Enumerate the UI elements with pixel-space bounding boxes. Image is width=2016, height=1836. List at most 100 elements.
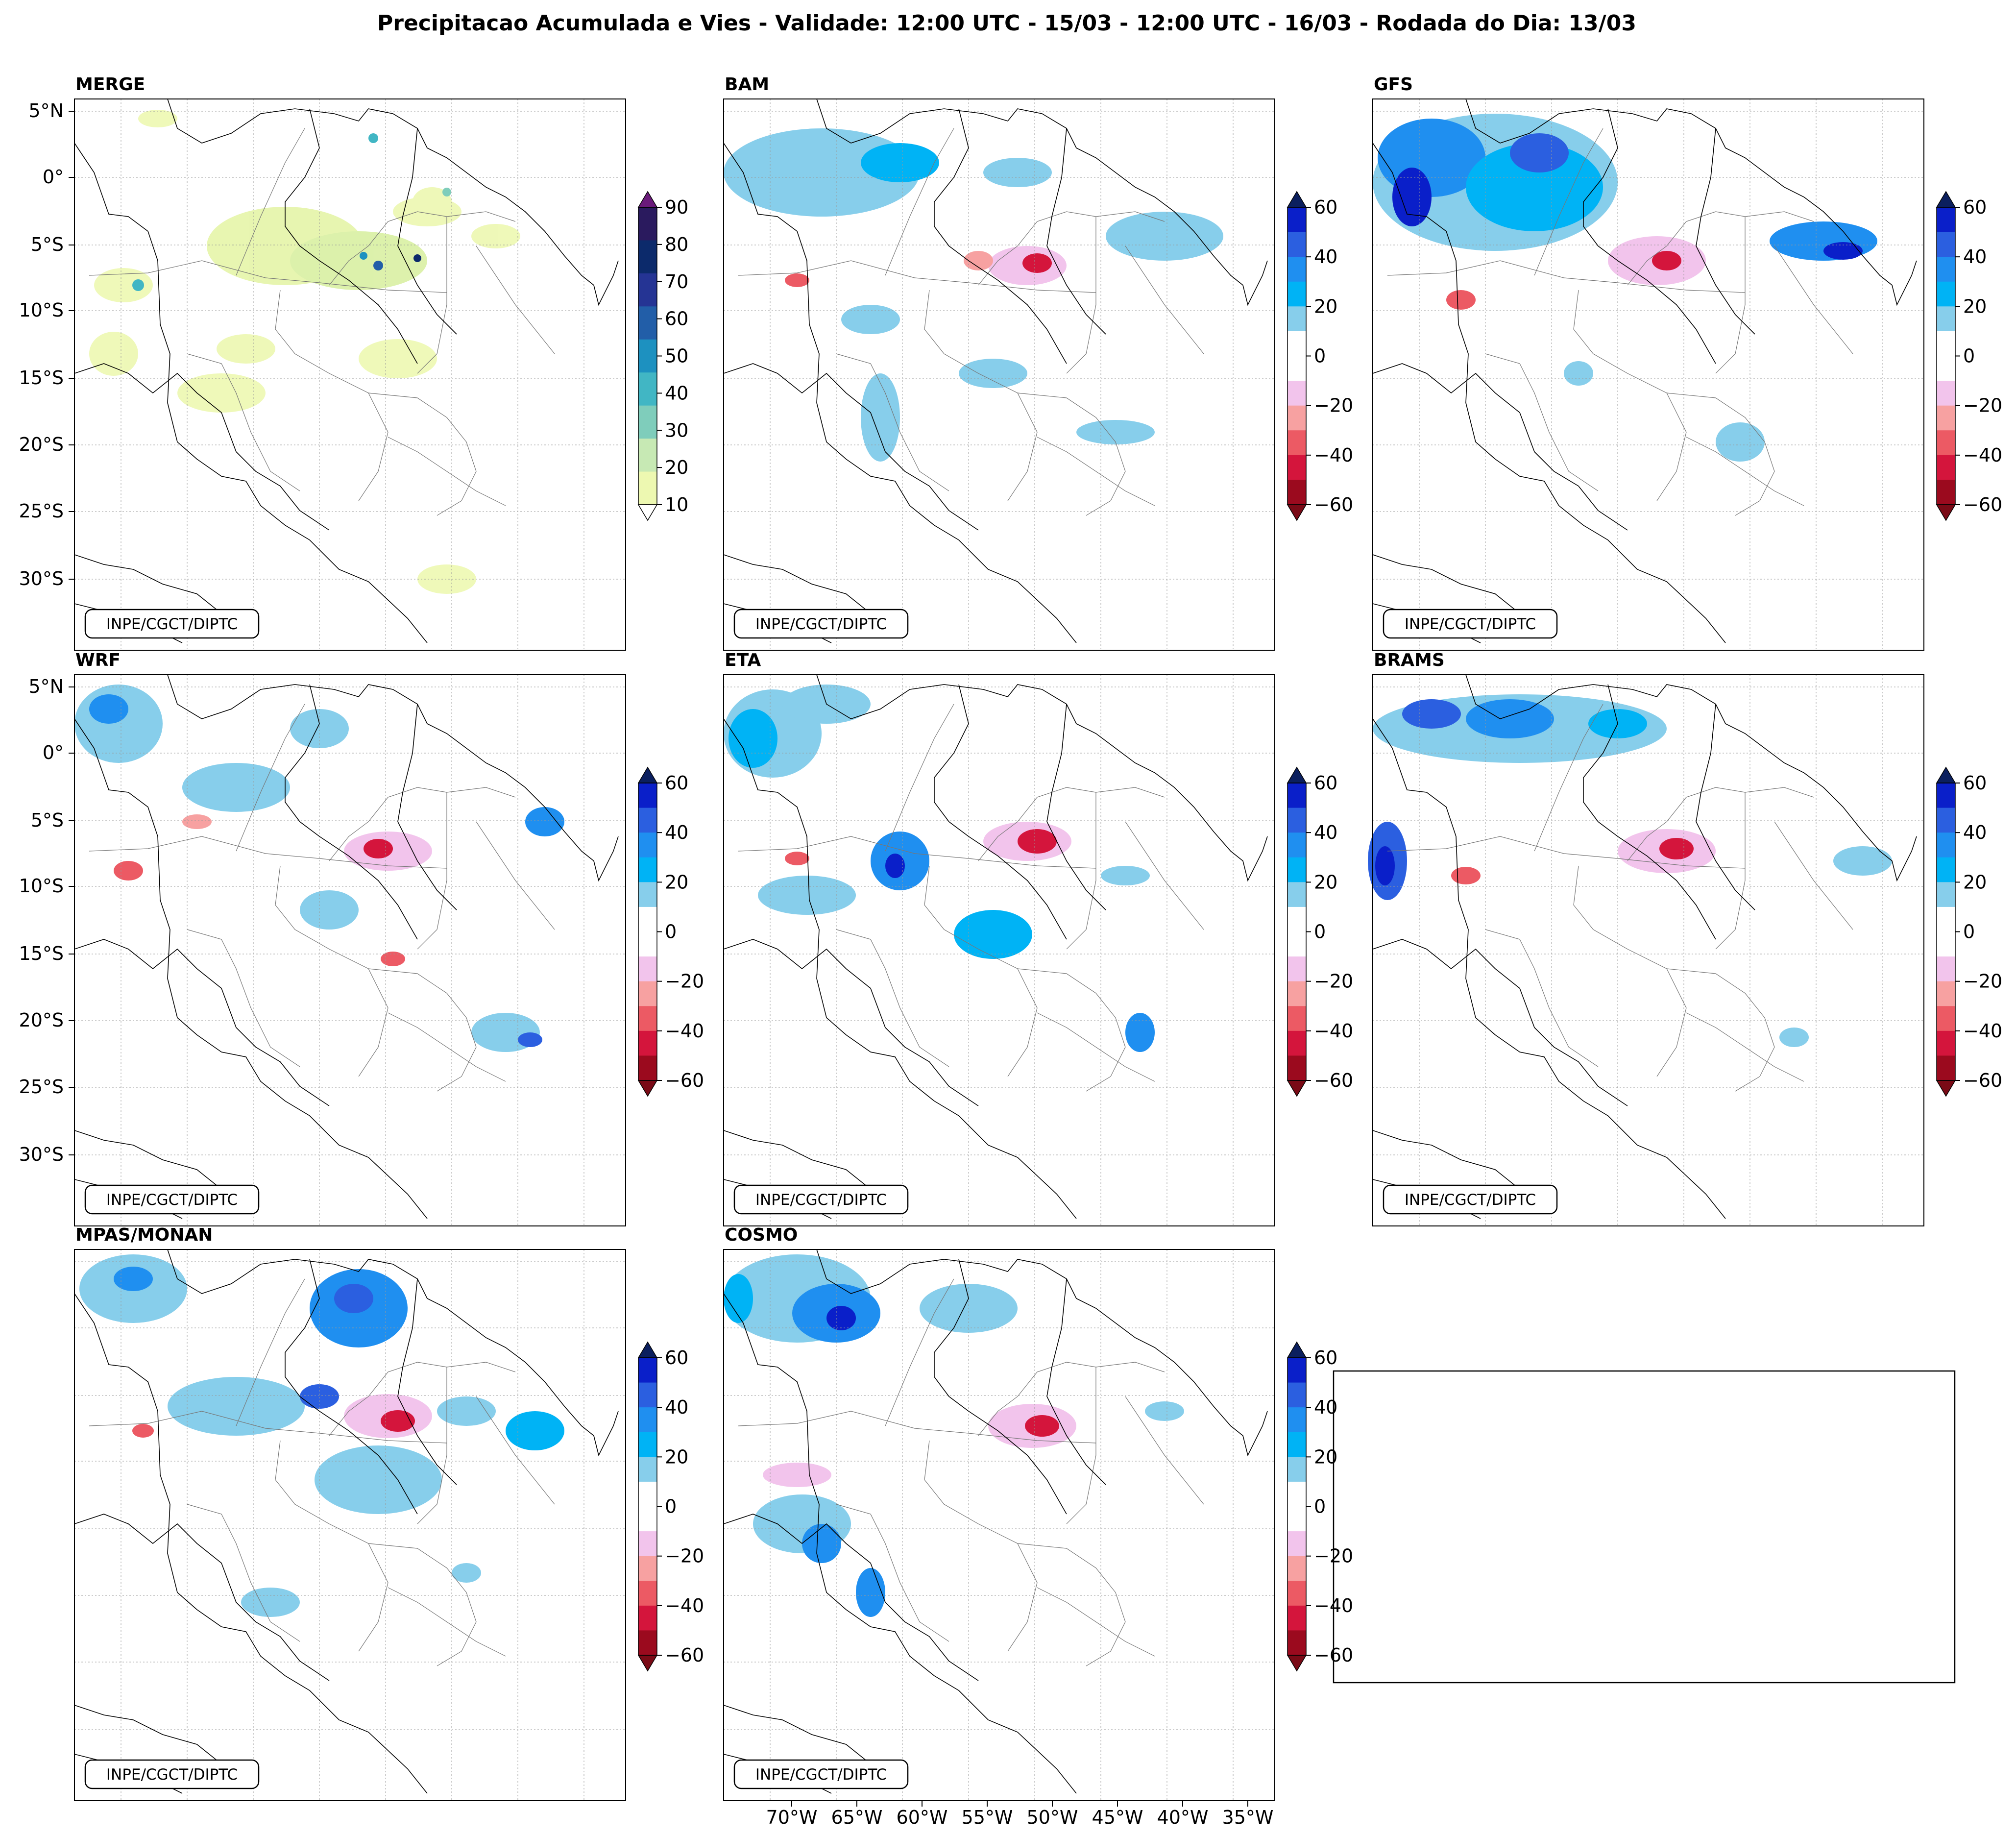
colorbar-top-arrow [1936,766,1956,783]
credit-box-merge [84,609,260,639]
colorbar-segment [638,1006,657,1031]
colorbar-segment [638,1481,657,1507]
colorbar-segment [638,240,657,274]
colorbar-segment [1287,1407,1306,1433]
colorbar-label: 0 [1314,345,1326,367]
colorbar-segment [638,1556,657,1581]
panel-cosmo: COSMO INPE/CGCT/DIPTC [723,1225,1275,1801]
colorbar-bias: 60 40 20 0 −20 −40 −60 [1936,191,2002,521]
colorbar-label: −20 [665,1545,704,1567]
colorbar-segment [638,882,657,907]
figure-title: Precipitacao Acumulada e Vies - Validade… [377,11,1636,36]
colorbar-label: 40 [1314,822,1337,843]
lat-label: 30°S [19,568,64,589]
colorbar-segment [638,1605,657,1631]
colorbar-label: 60 [1963,196,1987,218]
colorbar-segment [638,372,657,406]
colorbar-segment [1287,430,1306,456]
colorbar-segment [638,1055,657,1081]
bias-field-mpas [79,1254,564,1617]
colorbar-label: 0 [665,1496,677,1518]
credit-box-mpas [84,1759,260,1789]
credit-label-brams: INPE/CGCT/DIPTC [1405,1191,1536,1209]
lon-label: 70°W [766,1807,818,1828]
colorbar-bottom-arrow [637,504,658,521]
colorbar-label: 60 [1314,196,1337,218]
colorbar-label: −40 [1314,1020,1353,1042]
colorbar-segment [1937,281,1955,307]
lat-label: 5°S [31,809,64,831]
colorbar-label: 60 [1314,1347,1337,1369]
lat-label: 0° [43,742,64,763]
colorbar-segment [1287,1581,1306,1606]
colorbar-segment [1937,1006,1955,1031]
colorbar-segment [638,1630,657,1656]
colorbar-segment [1287,381,1306,406]
bias-field-wrf [74,685,564,1052]
colorbar-segment [1287,356,1306,381]
colorbar-segment [638,808,657,833]
lon-axis-labels: 70°W 65°W 60°W 55°W 50°W 45°W 40°W 35°W [766,1801,1274,1828]
colorbar-segment [1287,207,1306,233]
panel-title-bam: BAM [725,74,769,95]
colorbar-label: 40 [1314,1396,1337,1418]
colorbar-segment [1287,1481,1306,1507]
colorbar-segment [1287,1457,1306,1482]
colorbar-segment [1287,857,1306,882]
colorbar-segment [638,471,657,505]
lon-label: 55°W [962,1807,1013,1828]
colorbar-segment [1937,455,1955,480]
colorbar-segment [1287,1605,1306,1631]
colorbar-label: 50 [665,345,688,367]
colorbar-top-arrow [637,191,658,208]
colorbar-segment [1287,981,1306,1006]
colorbar-top-arrow [1287,191,1307,208]
bias-field-eta [724,685,1155,1052]
colorbar-label: −20 [1963,971,2002,992]
colorbar-segment [638,1382,657,1408]
colorbar-segment [1287,1055,1306,1081]
colorbar-label: 40 [1963,822,1987,843]
lat-label: 30°S [19,1144,64,1165]
colorbar-segment [638,339,657,373]
colorbar-label: 0 [665,921,677,943]
precip-cores-merge [132,133,451,291]
colorbar-label: 40 [665,822,688,843]
lon-label: 35°W [1222,1807,1274,1828]
panel-title-brams: BRAMS [1374,650,1445,670]
colorbar-segment [638,956,657,982]
colorbar-segment [1287,1432,1306,1457]
lon-label: 65°W [831,1807,883,1828]
colorbar-label: −60 [1314,494,1353,515]
colorbar-top-arrow [637,766,658,783]
colorbar-segment [1937,430,1955,456]
colorbar-segment [1937,783,1955,808]
colorbar-segment [1937,405,1955,431]
colorbar-label: −60 [1963,1070,2002,1091]
colorbar-segment [638,273,657,307]
credit-label-bam: INPE/CGCT/DIPTC [755,615,887,633]
colorbar-label: 10 [665,494,688,515]
colorbar-segment [1287,882,1306,907]
colorbar-segment [1287,808,1306,833]
colorbar-label: 0 [1314,1496,1326,1518]
colorbar-label: 20 [665,1446,688,1468]
panel-title-wrf: WRF [75,650,121,670]
bias-field-bam [724,128,1223,462]
colorbar-segment [638,207,657,241]
colorbar-label: 20 [1314,871,1337,893]
colorbar-bottom-arrow [1936,1080,1956,1097]
colorbar-label: 0 [1963,921,1975,943]
lat-label: 25°S [19,1076,64,1098]
precip-field-merge [89,110,520,594]
colorbar-bottom-arrow [637,1080,658,1097]
colorbar-label: −20 [1314,1545,1353,1567]
colorbar-segment [638,439,657,472]
colorbar-precip: 90 80 70 60 50 40 30 20 10 [637,191,688,521]
lat-label: 20°S [19,1009,64,1031]
panel-title-gfs: GFS [1374,74,1413,95]
colorbar-label: 40 [665,382,688,404]
lon-label: 45°W [1092,1807,1143,1828]
colorbar-label: −40 [665,1020,704,1042]
